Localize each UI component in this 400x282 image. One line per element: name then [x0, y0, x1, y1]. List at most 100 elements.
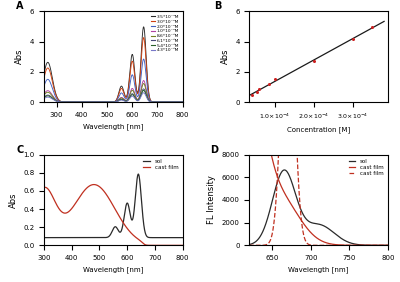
1.0*10⁻⁴M: [42, 92, 46, 96]
sol: [176, 236, 181, 239]
2.0*10⁻⁴M: [49, 83, 54, 86]
Text: B: B: [215, 1, 222, 12]
2.0*10⁻⁴M: [176, 100, 181, 104]
Line: 8.6*10⁻⁵M: 8.6*10⁻⁵M: [44, 83, 183, 102]
4.3*10⁻⁵M: [109, 100, 114, 104]
6.1*10⁻⁵M: [105, 100, 110, 104]
cast film: [247, 33, 252, 37]
Legend: sol, cast film: sol, cast film: [142, 157, 180, 172]
cast film: [42, 186, 46, 189]
1.0*10⁻⁴M: [176, 100, 181, 104]
cast film: [247, 244, 252, 247]
sol: [180, 236, 185, 239]
sol: [382, 244, 386, 247]
1.0*10⁻⁴M: [176, 100, 181, 104]
Line: cast film: cast film: [249, 35, 388, 245]
3.5*10⁻⁴M: [176, 100, 181, 104]
Line: sol: sol: [44, 174, 183, 238]
3.5*10⁻⁴M: [105, 100, 110, 104]
3.0*10⁻⁴M: [151, 100, 156, 104]
X-axis label: Wavelength [nm]: Wavelength [nm]: [83, 266, 144, 273]
cast film: [176, 244, 181, 247]
2.0*10⁻⁴M: [176, 100, 181, 104]
cast film: [356, 244, 361, 247]
Y-axis label: Abs: Abs: [220, 49, 230, 64]
cast film: [386, 244, 390, 247]
cast film: [314, 244, 319, 247]
sol: [254, 239, 259, 243]
4.3*10⁻⁵M: [176, 100, 181, 104]
5.4*10⁻⁵M: [151, 100, 156, 104]
sol: [105, 235, 110, 239]
6.1*10⁻⁵M: [109, 100, 114, 104]
8.6*10⁻⁵M: [141, 82, 146, 85]
5.4*10⁻⁵M: [42, 96, 46, 99]
cast film: [311, 244, 316, 247]
5.4*10⁻⁵M: [176, 100, 181, 104]
Line: 5.4*10⁻⁵M: 5.4*10⁻⁵M: [44, 91, 183, 102]
cast film: [106, 195, 110, 199]
Line: sol: sol: [249, 170, 388, 245]
8.6*10⁻⁵M: [176, 100, 181, 104]
8.6*10⁻⁵M: [49, 93, 54, 96]
cast film: [382, 244, 386, 247]
6.1*10⁻⁵M: [151, 100, 156, 104]
cast film: [109, 201, 114, 204]
1.0*10⁻⁴M: [109, 100, 114, 104]
Line: cast film: cast film: [44, 184, 183, 245]
sol: [42, 236, 46, 239]
4.3*10⁻⁵M: [151, 100, 156, 104]
8.6*10⁻⁵M: [151, 100, 156, 104]
3.0*10⁻⁴M: [49, 74, 54, 78]
2.0*10⁻⁴M: [180, 100, 185, 104]
8.6*10⁻⁵M: [109, 100, 114, 104]
4.3*10⁻⁵M: [105, 100, 110, 104]
cast film: [382, 244, 386, 247]
5.4*10⁻⁵M: [109, 100, 114, 104]
sol: [109, 231, 114, 234]
cast film: [176, 244, 181, 247]
1.0*10⁻⁴M: [151, 100, 156, 104]
3.5*10⁻⁴M: [141, 25, 146, 28]
3.0*10⁻⁴M: [42, 76, 46, 80]
3.0*10⁻⁴M: [141, 36, 146, 39]
5.4*10⁻⁵M: [49, 96, 54, 99]
3.5*10⁻⁴M: [176, 100, 181, 104]
Line: 6.1*10⁻⁵M: 6.1*10⁻⁵M: [44, 89, 183, 102]
cast film: [356, 244, 361, 247]
X-axis label: Wavelength [nm]: Wavelength [nm]: [288, 266, 349, 273]
6.1*10⁻⁵M: [49, 95, 54, 98]
8.6*10⁻⁵M: [105, 100, 110, 104]
Line: 3.5*10⁻⁴M: 3.5*10⁻⁴M: [44, 27, 183, 102]
8.6*10⁻⁵M: [176, 100, 181, 104]
sol: [49, 236, 54, 239]
3.0*10⁻⁴M: [180, 100, 185, 104]
sol: [247, 243, 252, 246]
5.4*10⁻⁵M: [180, 100, 185, 104]
3.0*10⁻⁴M: [109, 100, 114, 104]
cast film: [382, 244, 386, 247]
8.6*10⁻⁵M: [42, 93, 46, 97]
6.1*10⁻⁵M: [180, 100, 185, 104]
cast film: [386, 244, 390, 247]
sol: [386, 244, 390, 247]
4.3*10⁻⁵M: [176, 100, 181, 104]
sol: [356, 243, 361, 246]
sol: [151, 236, 156, 239]
Line: 2.0*10⁻⁴M: 2.0*10⁻⁴M: [44, 59, 183, 102]
8.6*10⁻⁵M: [180, 100, 185, 104]
sol: [314, 222, 319, 226]
Y-axis label: FL Intensity: FL Intensity: [207, 175, 216, 224]
sol: [311, 221, 316, 225]
Y-axis label: Abs: Abs: [15, 49, 24, 64]
3.5*10⁻⁴M: [109, 100, 114, 104]
Line: 4.3*10⁻⁵M: 4.3*10⁻⁵M: [44, 93, 183, 102]
cast film: [382, 244, 386, 247]
3.5*10⁻⁴M: [180, 100, 185, 104]
cast film: [254, 244, 259, 247]
sol: [176, 236, 181, 239]
cast film: [314, 236, 319, 240]
Y-axis label: Abs: Abs: [8, 192, 18, 208]
2.0*10⁻⁴M: [109, 100, 114, 104]
Legend: 3.5*10⁻⁴M, 3.0*10⁻⁴M, 2.0*10⁻⁴M, 1.0*10⁻⁴M, 8.6*10⁻⁵M, 6.1*10⁻⁵M, 5.4*10⁻⁵M, 4.3: 3.5*10⁻⁴M, 3.0*10⁻⁴M, 2.0*10⁻⁴M, 1.0*10⁻…: [150, 14, 180, 54]
